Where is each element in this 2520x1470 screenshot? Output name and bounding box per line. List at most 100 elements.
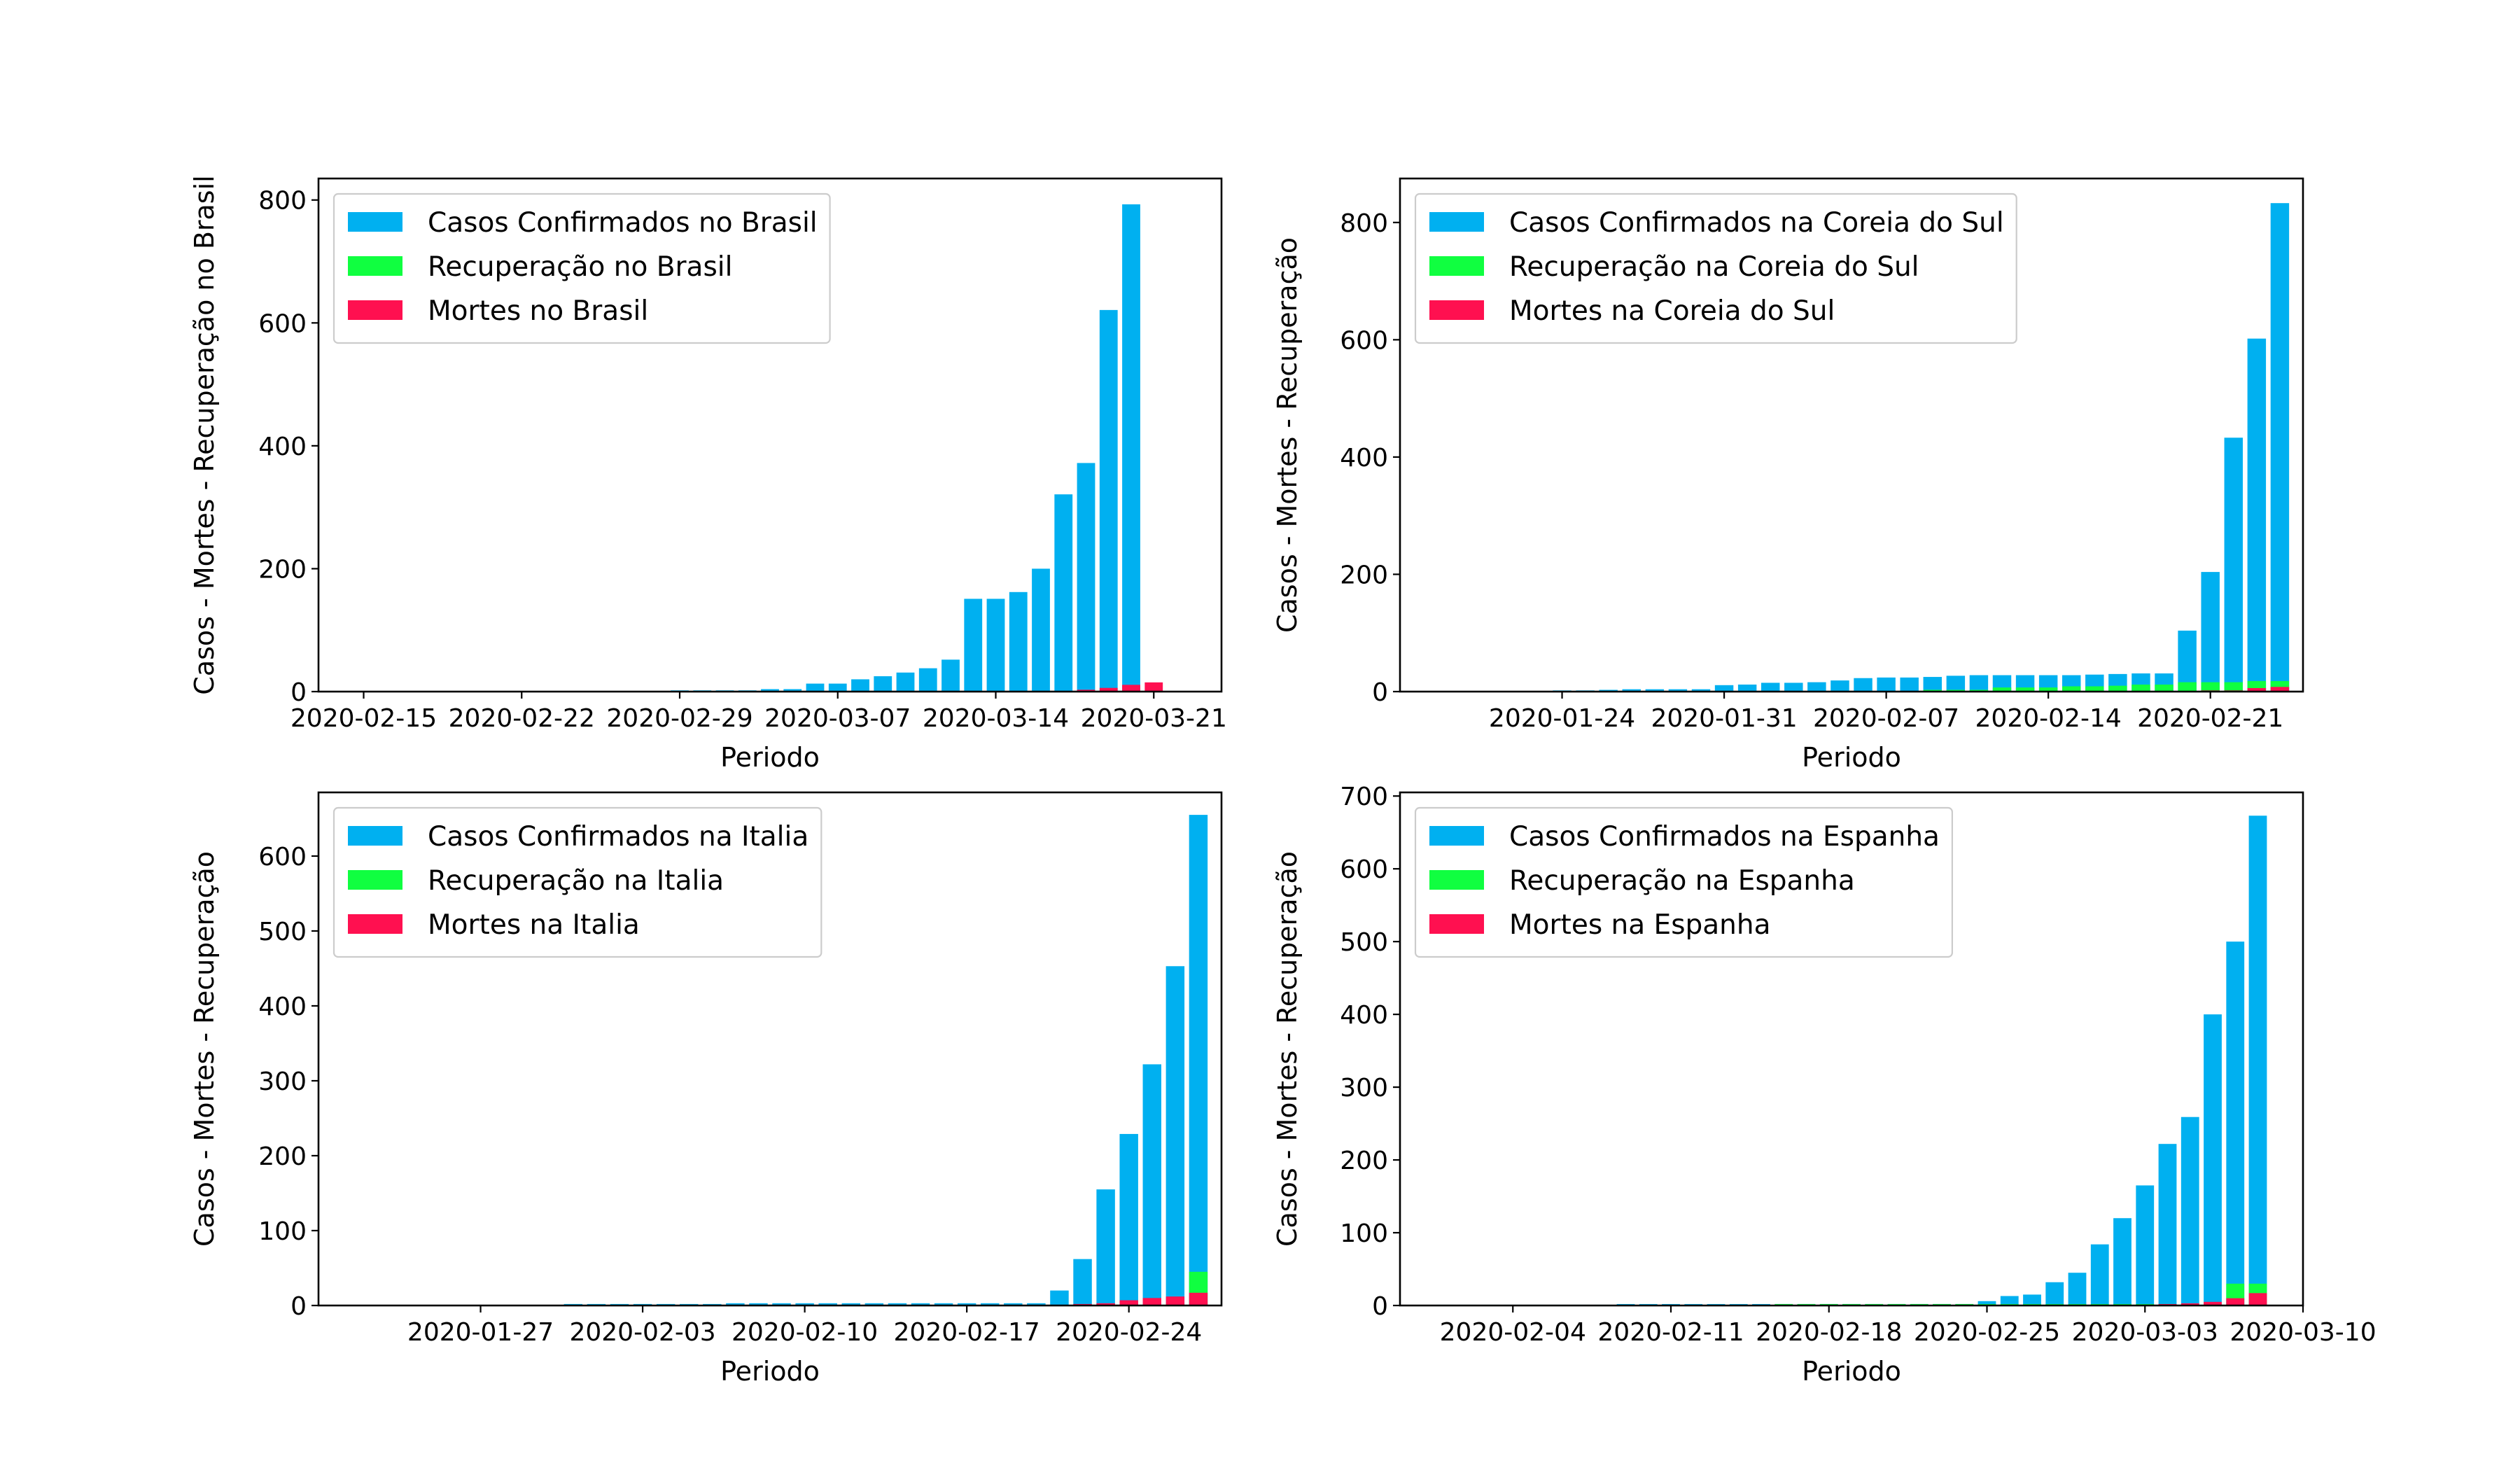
x-tick-label: 2020-02-25 [1914,1318,2060,1347]
bar-deaths [1099,687,1118,692]
bar-confirmed [981,1303,1000,1306]
x-tick-label: 2020-02-18 [1756,1318,1902,1347]
bar-confirmed [1142,1064,1161,1306]
bar-confirmed [818,1303,837,1306]
bar-confirmed [2068,1273,2087,1306]
bar-confirmed [1622,689,1641,692]
legend-box [332,806,822,958]
legend-entry: Casos Confirmados na Coreia do Sul [1509,207,2004,239]
legend-entry: Mortes no Brasil [428,295,648,327]
bar-confirmed [828,683,847,692]
x-tick-label: 2020-01-31 [1651,704,1797,733]
bar-confirmed [1992,675,2012,692]
bar-confirmed [1032,568,1050,692]
bar-confirmed [1784,682,1803,692]
legend-swatch-confirmed [1429,826,1484,846]
bar-confirmed [2178,630,2197,692]
bar-confirmed [2000,1296,2019,1306]
legend-swatch-confirmed [348,212,402,232]
bar-confirmed [1830,680,1849,692]
y-tick-label: 0 [290,1292,307,1321]
legend-swatch-deaths [348,914,402,934]
bar-confirmed [806,683,825,692]
bar-confirmed [2270,203,2290,692]
bar-confirmed [2038,675,2058,692]
y-tick-label: 100 [258,1217,307,1246]
y-tick-label: 600 [258,843,307,872]
legend-swatch-recovered [1429,256,1484,276]
bar-recovered [2178,682,2197,692]
bar-confirmed [795,1303,814,1306]
bar-deaths [2270,687,2290,692]
bar-deaths [1122,685,1140,692]
bar-confirmed [964,598,983,692]
bar-confirmed [2247,338,2267,692]
bar-confirmed [1004,1303,1023,1306]
legend-swatch-confirmed [1429,212,1484,232]
x-tick-label: 2020-03-10 [2230,1318,2376,1347]
bar-confirmed [749,1303,768,1306]
x-tick-label: 2020-02-10 [732,1318,878,1347]
bar-deaths [2204,1301,2222,1306]
bar-confirmed [1946,676,1966,692]
y-axis-label: Casos - Mortes - Recuperação [1272,237,1303,633]
bar-confirmed [896,672,915,692]
legend: Casos Confirmados na Espanha Recuperação … [1414,806,1954,958]
y-tick-label: 200 [258,1142,307,1171]
bar-deaths [1166,1296,1185,1306]
bar-recovered [2201,682,2220,692]
bar-confirmed [1166,966,1185,1306]
bar-confirmed [1189,815,1208,1306]
bar-confirmed [2201,572,2220,692]
bar-confirmed [1122,204,1140,692]
legend-entry: Recuperação na Espanha [1509,865,1855,897]
bar-confirmed [2136,1185,2155,1306]
legend-swatch-deaths [1429,914,1484,934]
y-tick-label: 600 [1340,326,1388,355]
bar-confirmed [761,689,779,692]
y-axis-label: Casos - Mortes - Recuperação [1272,851,1303,1247]
y-tick-label: 0 [290,678,307,707]
bar-recovered [2062,686,2081,692]
bar-confirmed [957,1303,976,1306]
bar-confirmed [1668,689,1688,692]
legend-entry: Mortes na Italia [428,909,640,941]
x-tick-label: 2020-02-15 [290,704,437,733]
y-tick-label: 100 [1340,1219,1388,1248]
chart-panel: 0 200 400 600 800 2020-01-24 2020-01-31 2020-02… [1272,177,2304,773]
bar-confirmed [2224,438,2243,692]
x-tick-label: 2020-01-27 [407,1318,554,1347]
bar-confirmed [986,598,1005,692]
legend-entry: Mortes na Coreia do Sul [1509,295,1835,327]
bar-confirmed [1073,1259,1092,1306]
bar-confirmed [726,1303,745,1306]
bar-confirmed [1054,494,1073,692]
bar-recovered [2132,684,2150,692]
y-tick-label: 400 [258,433,307,461]
legend-entry: Recuperação na Italia [428,865,724,897]
y-tick-label: 0 [1372,678,1388,707]
bar-deaths [1077,690,1096,692]
plot-frame [317,177,1223,693]
bar-confirmed [941,659,960,692]
y-tick-label: 0 [1372,1292,1388,1321]
legend: Casos Confirmados no Brasil Recuperação n… [332,192,831,344]
bar-confirmed [874,676,892,692]
legend-swatch-recovered [348,256,402,276]
bar-confirmed [1077,463,1096,692]
legend-swatch-recovered [348,870,402,890]
bar-confirmed [1969,675,1989,692]
bar-confirmed [1119,1133,1138,1306]
legend-entry: Casos Confirmados na Italia [428,821,808,853]
y-tick-label: 600 [258,309,307,338]
bar-deaths [1096,1303,1115,1306]
bar-confirmed [2015,675,2035,692]
y-axis-label: Casos - Mortes - Recuperação no Brasil [189,175,220,694]
x-tick-label: 2020-03-21 [1081,704,1227,733]
bar-deaths [2247,687,2267,692]
legend-swatch-confirmed [348,826,402,846]
bar-confirmed [888,1303,907,1306]
legend-entry: Mortes na Espanha [1509,909,1771,941]
bar-confirmed [864,1303,884,1306]
bar-deaths [2226,1298,2245,1306]
